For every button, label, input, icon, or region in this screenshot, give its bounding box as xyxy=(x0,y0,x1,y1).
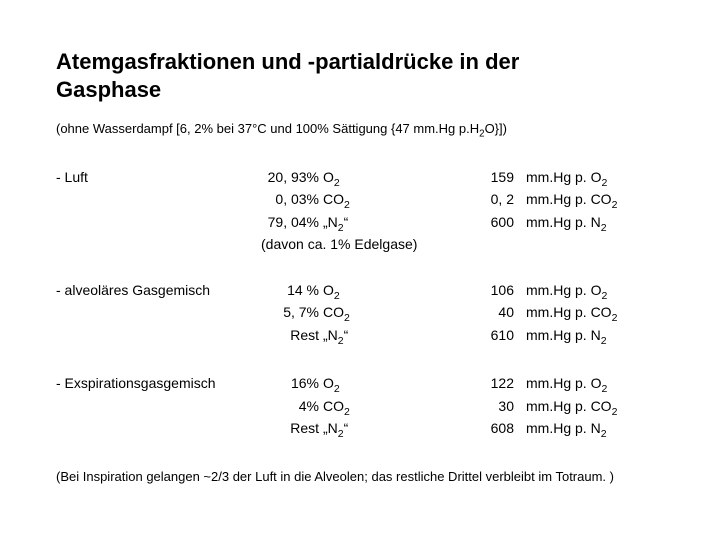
pressure-value: 30 xyxy=(476,397,514,419)
fraction-gas: „N2“ xyxy=(323,213,348,235)
row-fractions: 20, 93%O2 0, 03%CO2 79, 04%„N2“ (davon c… xyxy=(261,168,476,255)
pressure-line: 106mm.Hg p. O2 xyxy=(476,281,664,303)
pressure-value: 40 xyxy=(476,303,514,325)
subtitle-pre: (ohne Wasserdampf [6, 2% bei 37°C und 10… xyxy=(56,121,479,136)
data-row: - Exspirationsgasgemisch 16%O2 4%CO2 Res… xyxy=(56,374,664,441)
row-pressures: 122mm.Hg p. O2 30mm.Hg p. CO2 608mm.Hg p… xyxy=(476,374,664,441)
fraction-percent: Rest xyxy=(261,326,323,348)
pressure-unit: mm.Hg p. CO2 xyxy=(514,190,617,212)
fraction-percent: 20, 93% xyxy=(261,168,323,190)
pressure-unit: mm.Hg p. CO2 xyxy=(514,397,617,419)
fraction-percent: Rest xyxy=(261,419,323,441)
footnote: (Bei Inspiration gelangen ~2/3 der Luft … xyxy=(56,468,664,486)
fraction-line: 20, 93%O2 xyxy=(261,168,476,190)
pressure-unit: mm.Hg p. O2 xyxy=(514,281,607,303)
pressure-unit: mm.Hg p. N2 xyxy=(514,326,607,348)
pressure-line: 600mm.Hg p. N2 xyxy=(476,213,664,235)
pressure-value: 600 xyxy=(476,213,514,235)
fraction-percent: 79, 04% xyxy=(261,213,323,235)
pressure-value: 122 xyxy=(476,374,514,396)
pressure-unit: mm.Hg p. CO2 xyxy=(514,303,617,325)
fraction-percent: 16% xyxy=(261,374,323,396)
pressure-value: 608 xyxy=(476,419,514,441)
fraction-gas: O2 xyxy=(323,281,340,303)
fraction-percent: 14 % xyxy=(261,281,323,303)
fraction-line: Rest „N2“ xyxy=(261,326,476,348)
fraction-line: 4%CO2 xyxy=(261,397,476,419)
row-pressures: 159mm.Hg p. O2 0, 2mm.Hg p. CO2 600mm.Hg… xyxy=(476,168,664,255)
pressure-line: 40mm.Hg p. CO2 xyxy=(476,303,664,325)
pressure-line: 0, 2mm.Hg p. CO2 xyxy=(476,190,664,212)
fraction-percent: 0, 03% xyxy=(261,190,323,212)
row-label: - alveoläres Gasgemisch xyxy=(56,281,261,348)
fraction-line: 16%O2 xyxy=(261,374,476,396)
page-title: Atemgasfraktionen und -partialdrücke in … xyxy=(56,48,664,103)
subtitle: (ohne Wasserdampf [6, 2% bei 37°C und 10… xyxy=(56,121,664,140)
fraction-gas: „N2“ xyxy=(323,326,348,348)
title-line-1: Atemgasfraktionen und -partialdrücke in … xyxy=(56,49,519,74)
fraction-line: 5, 7%CO2 xyxy=(261,303,476,325)
pressure-unit: mm.Hg p. O2 xyxy=(514,168,607,190)
fraction-extra: (davon ca. 1% Edelgase) xyxy=(261,235,476,255)
fraction-gas: CO2 xyxy=(323,303,350,325)
fraction-line: 79, 04%„N2“ xyxy=(261,213,476,235)
pressure-unit: mm.Hg p. N2 xyxy=(514,213,607,235)
row-label: - Luft xyxy=(56,168,261,255)
pressure-line: 159mm.Hg p. O2 xyxy=(476,168,664,190)
title-line-2: Gasphase xyxy=(56,77,161,102)
pressure-unit: mm.Hg p. O2 xyxy=(514,374,607,396)
pressure-value: 610 xyxy=(476,326,514,348)
pressure-line: 30mm.Hg p. CO2 xyxy=(476,397,664,419)
data-row: - alveoläres Gasgemisch 14 %O2 5, 7%CO2 … xyxy=(56,281,664,348)
row-fractions: 16%O2 4%CO2 Rest „N2“ xyxy=(261,374,476,441)
pressure-line: 122mm.Hg p. O2 xyxy=(476,374,664,396)
pressure-unit: mm.Hg p. N2 xyxy=(514,419,607,441)
fraction-line: 14 %O2 xyxy=(261,281,476,303)
row-fractions: 14 %O2 5, 7%CO2 Rest „N2“ xyxy=(261,281,476,348)
pressure-line: 608mm.Hg p. N2 xyxy=(476,419,664,441)
fraction-line: Rest „N2“ xyxy=(261,419,476,441)
fraction-percent: 4% xyxy=(261,397,323,419)
fraction-line: 0, 03%CO2 xyxy=(261,190,476,212)
fraction-percent: 5, 7% xyxy=(261,303,323,325)
fraction-gas: O2 xyxy=(323,374,340,396)
pressure-value: 106 xyxy=(476,281,514,303)
fraction-gas: CO2 xyxy=(323,397,350,419)
fraction-gas: CO2 xyxy=(323,190,350,212)
data-row: - Luft 20, 93%O2 0, 03%CO2 79, 04%„N2“ (… xyxy=(56,168,664,255)
row-pressures: 106mm.Hg p. O2 40mm.Hg p. CO2 610mm.Hg p… xyxy=(476,281,664,348)
pressure-value: 0, 2 xyxy=(476,190,514,212)
fraction-gas: „N2“ xyxy=(323,419,348,441)
row-label: - Exspirationsgasgemisch xyxy=(56,374,261,441)
pressure-value: 159 xyxy=(476,168,514,190)
subtitle-post: O}]) xyxy=(485,121,507,136)
pressure-line: 610mm.Hg p. N2 xyxy=(476,326,664,348)
fraction-gas: O2 xyxy=(323,168,340,190)
